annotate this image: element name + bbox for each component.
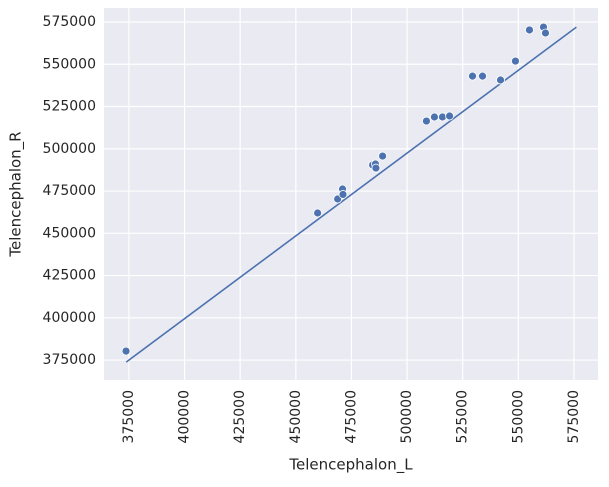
point (313, 208, 323, 218)
point (511, 56, 520, 66)
y-axis-label: Telencephalon_R (7, 131, 26, 257)
y-tick-label: 550000 (43, 56, 96, 72)
point (371, 163, 381, 173)
point (430, 112, 439, 122)
point (422, 116, 431, 126)
point (496, 75, 505, 85)
point (338, 190, 348, 199)
point (541, 28, 550, 38)
point (121, 346, 131, 356)
x-tick-label: 450000 (288, 390, 304, 443)
y-tick-label: 575000 (43, 14, 96, 30)
y-tick-label: 400000 (43, 310, 96, 326)
x-tick-label: 425000 (232, 390, 248, 443)
x-tick-label: 525000 (455, 390, 471, 443)
y-tick-label: 375000 (43, 352, 96, 368)
x-tick-label: 475000 (343, 390, 359, 443)
x-tick-label: 375000 (121, 390, 137, 443)
x-axis-label: Telencephalon_L (288, 456, 413, 475)
point (438, 112, 447, 122)
point (445, 111, 454, 121)
point (378, 151, 387, 161)
x-tick-label: 550000 (510, 390, 526, 443)
x-tick-label: 500000 (399, 390, 415, 443)
x-tick-label: 575000 (566, 390, 582, 443)
y-tick-label: 525000 (43, 99, 96, 115)
y-tick-label: 450000 (43, 225, 96, 241)
y-tick-label: 425000 (43, 268, 96, 284)
y-tick-label: 500000 (43, 141, 96, 157)
y-tick-label: 475000 (43, 183, 96, 199)
x-tick-label: 400000 (177, 390, 193, 443)
point (525, 25, 534, 35)
point (468, 71, 477, 81)
point (478, 71, 487, 81)
